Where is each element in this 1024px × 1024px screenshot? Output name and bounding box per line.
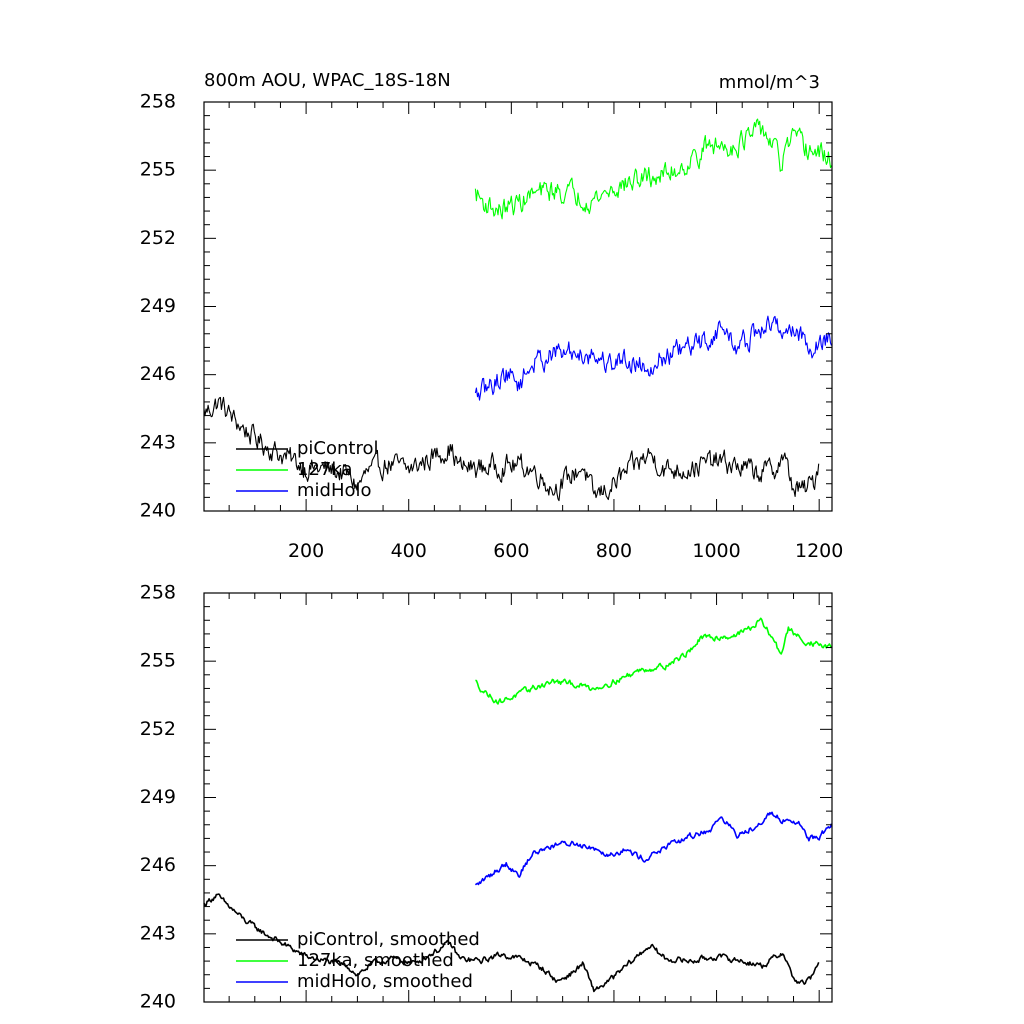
series-line-picontrol xyxy=(203,396,820,502)
series-line-127ka-smoothed xyxy=(475,617,833,705)
x-tick-label: 800 xyxy=(596,540,632,562)
legend-label: piControl, smoothed xyxy=(297,929,480,950)
y-tick-label: 258 xyxy=(140,91,176,113)
legend-label: 127ka, smoothed xyxy=(297,950,454,971)
series-line-midholo xyxy=(474,315,833,401)
x-tick-label: 600 xyxy=(493,540,529,562)
chart-title: 800m AOU, WPAC_18S-18N xyxy=(204,70,451,91)
x-tick-label: 200 xyxy=(288,540,324,562)
legend-label: midHolo xyxy=(297,480,372,501)
y-tick-label: 258 xyxy=(140,582,176,604)
y-tick-label: 249 xyxy=(140,295,176,317)
legend-label: midHolo, smoothed xyxy=(297,971,473,992)
series-line-picontrol-smoothed xyxy=(203,893,820,993)
series-line-127ka xyxy=(474,118,832,220)
y-tick-label: 255 xyxy=(140,159,176,181)
legend-label: piControl xyxy=(297,438,379,459)
y-tick-label: 249 xyxy=(140,786,176,808)
top-panel: 240 243 246 249 252 255 258 200 400 600 800 1000 120… xyxy=(140,91,844,563)
y-tick-label: 246 xyxy=(140,854,176,876)
y-tick-label: 252 xyxy=(140,227,176,249)
y-tick-label: 246 xyxy=(140,363,176,385)
legend-label: 127ka xyxy=(297,459,353,480)
x-tick-label: 1000 xyxy=(692,540,740,562)
y-tick-label: 252 xyxy=(140,718,176,740)
bottom-panel: 240 243 246 249 252 255 258 piControl, smoothed… xyxy=(140,582,833,1013)
y-tick-label: 255 xyxy=(140,650,176,672)
x-tick-label: 400 xyxy=(391,540,427,562)
units-label: mmol/m^3 xyxy=(719,72,820,93)
x-tick-label: 1200 xyxy=(795,540,843,562)
y-tick-label: 243 xyxy=(140,431,176,453)
y-tick-label: 240 xyxy=(140,500,176,522)
y-tick-label: 240 xyxy=(140,991,176,1013)
series-line-midholo-smoothed xyxy=(474,811,833,886)
y-tick-label: 243 xyxy=(140,922,176,944)
